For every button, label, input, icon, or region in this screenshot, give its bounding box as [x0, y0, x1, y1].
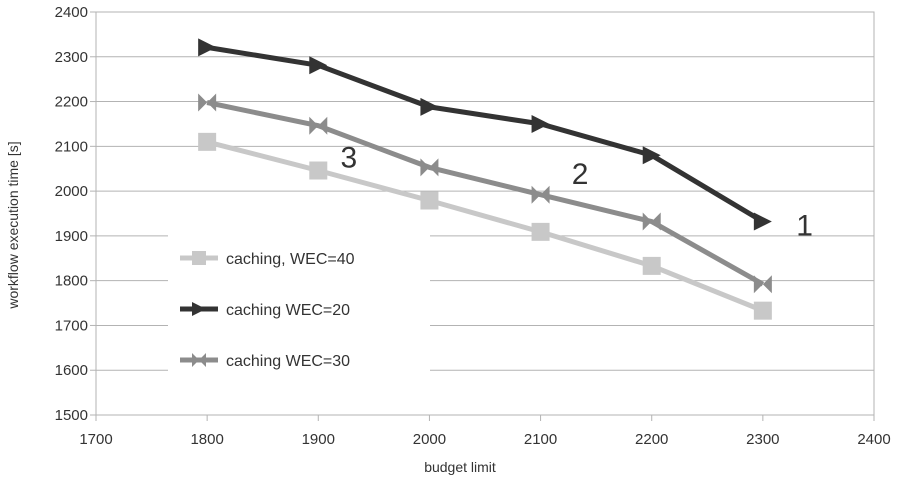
y-tick-label: 1500	[55, 407, 88, 424]
x-tick-label: 2300	[746, 431, 779, 448]
grid-layer	[96, 11, 874, 416]
series-2	[198, 93, 772, 294]
square-marker	[531, 222, 550, 241]
triangle-marker	[753, 212, 772, 231]
y-axis-title: workflow execution time [s]	[5, 141, 21, 309]
triangle-marker	[420, 97, 439, 116]
x-tick-label: 2000	[413, 431, 446, 448]
x-tick-label: 2100	[524, 431, 557, 448]
y-tick-label: 1800	[55, 273, 88, 290]
square-marker	[420, 191, 439, 210]
bowtie-marker	[198, 93, 217, 112]
series-line	[206, 44, 765, 224]
x-tick-label: 1900	[302, 431, 335, 448]
legend-label: caching WEC=20	[226, 302, 350, 319]
legend-item: caching WEC=20	[180, 302, 350, 319]
bowtie-marker	[531, 185, 550, 204]
triangle-marker	[531, 114, 550, 133]
axes-layer: 1500 1600 1700 1800 1900 2000 2100 2200 2300 2400…	[55, 4, 891, 448]
series-layer	[198, 38, 772, 320]
y-tick-label: 2200	[55, 94, 88, 111]
square-marker	[192, 251, 206, 265]
legend-item: caching WEC=30	[180, 353, 350, 370]
square-marker	[309, 161, 328, 180]
y-tick-label: 2400	[55, 4, 88, 21]
y-tick-label: 1900	[55, 228, 88, 245]
x-axis-title: budget limit	[424, 459, 496, 475]
legend-label: caching WEC=30	[226, 353, 350, 370]
legend: caching, WEC=40 caching WEC=20 caching WEC…	[180, 251, 355, 370]
square-marker	[753, 301, 772, 320]
triangle-marker	[198, 38, 217, 57]
x-tick-label: 1700	[79, 431, 112, 448]
triangle-marker	[642, 146, 661, 165]
series-line	[206, 100, 765, 287]
bowtie-marker	[753, 275, 772, 294]
x-tick-label: 2400	[857, 431, 890, 448]
bowtie-marker	[642, 212, 661, 231]
annotation-label: 2	[572, 158, 589, 191]
y-tick-label: 1700	[55, 317, 88, 334]
square-marker	[642, 256, 661, 275]
series-0	[198, 132, 772, 320]
plot-frame	[95, 11, 875, 416]
triangle-marker	[309, 56, 328, 75]
bowtie-marker	[192, 353, 206, 367]
y-tick-label: 2100	[55, 138, 88, 155]
series-line	[206, 139, 764, 314]
bowtie-marker	[309, 116, 328, 135]
annotations-layer: 1 2 3	[341, 142, 813, 243]
legend-label: caching, WEC=40	[226, 251, 355, 268]
annotation-label: 3	[341, 142, 358, 175]
annotation-label: 1	[796, 210, 813, 243]
x-tick-label: 1800	[190, 431, 223, 448]
x-tick-label: 2200	[635, 431, 668, 448]
bowtie-marker	[420, 158, 439, 177]
legend-item: caching, WEC=40	[180, 251, 355, 268]
triangle-marker	[192, 302, 206, 316]
square-marker	[198, 132, 217, 151]
y-tick-label: 2300	[55, 49, 88, 66]
y-tick-label: 2000	[55, 183, 88, 200]
series-1	[198, 38, 772, 231]
y-tick-label: 1600	[55, 362, 88, 379]
